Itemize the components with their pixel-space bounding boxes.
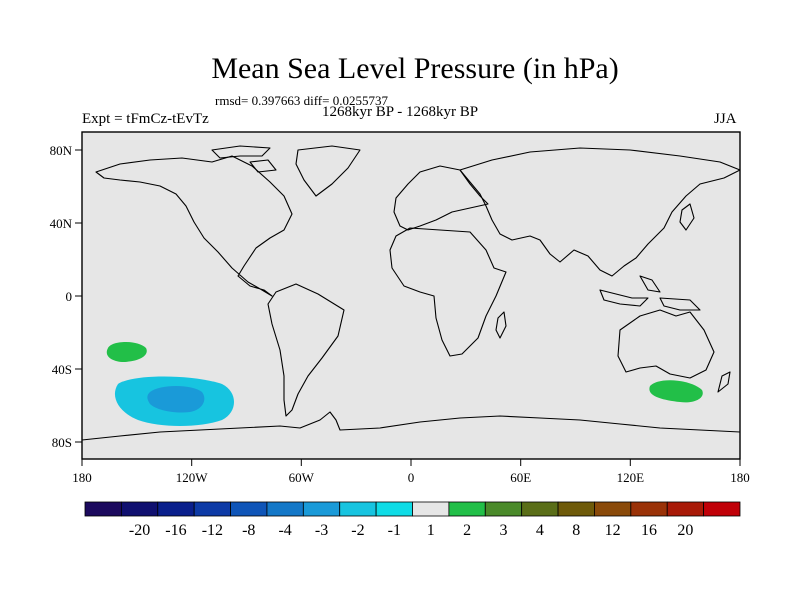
colorbar-label: -8 [242,522,255,539]
anomaly-positive-subtropical [106,342,147,362]
colorbar-swatch [120,501,159,517]
coastline-arctic-islands [211,145,277,173]
colorbar-swatch [266,501,304,517]
y-tick-40s: 40S [52,362,72,377]
coastline-australia [617,309,715,379]
y-tick-0: 0 [66,289,73,304]
coastline-north-america [95,155,293,297]
x-tick-60w: 60W [289,470,315,485]
coastline-madagascar [495,311,507,339]
y-tick-40n: 40N [50,216,73,231]
colorbar-label: -16 [165,522,186,539]
experiment-label: Expt = tFmCz-tEvTz [82,111,209,127]
anomaly-fills [106,342,703,426]
colorbar-label: 1 [427,522,435,539]
x-tick-60e: 60E [510,470,531,485]
colorbar-swatch [193,501,231,517]
season-label: JJA [714,111,737,127]
colorbar-label: -2 [351,522,364,539]
colorbar-label: 12 [605,522,621,539]
page-title: Mean Sea Level Pressure (in hPa) [211,52,619,85]
coastline-antarctica [81,411,741,441]
colorbar-swatch [375,501,413,517]
coastline-japan [679,203,695,231]
colorbar-label: 3 [499,522,507,539]
colorbar-swatch [666,501,705,517]
colorbar-swatch [521,501,559,517]
y-tick-80s: 80S [52,435,72,450]
coastline-europe [393,165,489,231]
coastline-southeast-asia-islands [599,275,701,311]
colorbar-label: 16 [641,522,657,539]
colorbar [84,501,741,517]
colorbar-label: -12 [202,522,223,539]
period-label: 1268kyr BP - 1268kyr BP [322,104,479,120]
colorbar-swatch [484,501,523,517]
colorbar-label: -20 [129,522,150,539]
coastline-south-america [267,283,345,417]
anomaly-positive-australia [649,380,703,403]
colorbar-swatch [412,501,450,517]
anomaly-negative-core [147,386,205,413]
coastline-africa [389,227,507,357]
coastline-new-zealand [717,371,731,393]
colorbar-swatch [448,501,486,517]
coastline-asia [459,147,741,277]
colorbar-swatch [230,501,268,517]
colorbar-swatch [84,501,122,517]
y-tick-80n: 80N [50,143,73,158]
x-tick-labels: 180 120W 60W 0 60E 120E 180 [72,470,750,485]
colorbar-label: -1 [388,522,401,539]
x-tick-180w: 180 [72,470,92,485]
colorbar-label: 8 [572,522,580,539]
stats-label: rmsd= 0.397663 diff= 0.0255737 [215,93,388,108]
colorbar-labels: -20 -16 -12 -8 -4 -3 -2 -1 1 2 3 4 8 12 16 20 [129,522,694,539]
colorbar-swatch [157,501,195,517]
x-tick-180e: 180 [730,470,750,485]
colorbar-swatch [339,501,377,517]
colorbar-swatch [302,501,341,517]
colorbar-label: 20 [677,522,693,539]
colorbar-swatch [630,501,668,517]
x-tick-120w: 120W [176,470,209,485]
y-tick-labels: 80N 40N 0 40S 80S [50,143,73,450]
colorbar-swatch [557,501,595,517]
coastlines [81,145,741,441]
colorbar-label: 4 [536,522,544,539]
coastline-greenland [295,145,361,197]
colorbar-label: 2 [463,522,471,539]
colorbar-label: -4 [278,522,291,539]
colorbar-swatch [594,501,632,517]
colorbar-label: -3 [315,522,328,539]
x-tick-120e: 120E [617,470,645,485]
x-tick-0: 0 [408,470,415,485]
colorbar-swatch [703,501,741,517]
axis-tick-marks [75,149,741,466]
